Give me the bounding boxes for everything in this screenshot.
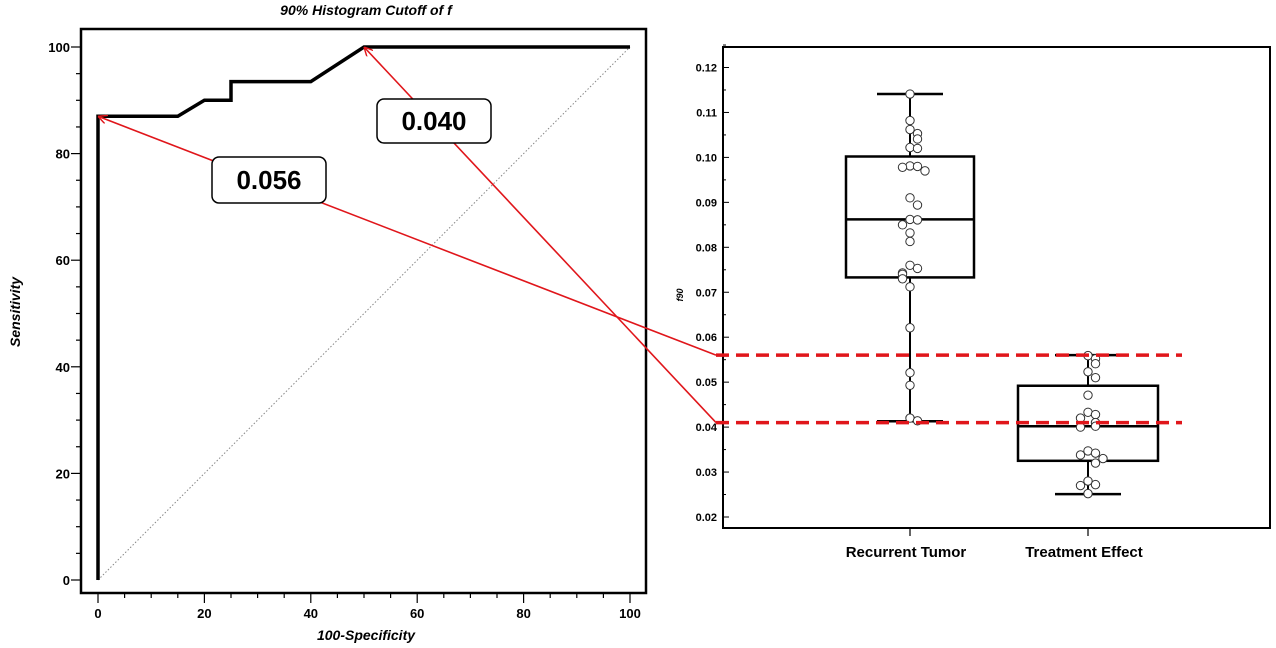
data-point [1090, 359, 1101, 369]
cutoff-lines [716, 353, 1182, 425]
data-point [905, 236, 915, 247]
data-point [912, 215, 923, 225]
data-point [1083, 390, 1093, 400]
callout-label: 0.040 [401, 106, 466, 136]
box-y-tick-label: 0.12 [696, 63, 717, 75]
connector-arrow [98, 116, 717, 356]
data-point [920, 166, 930, 176]
box-y-axis: 0.02 0.03 0.04 0.05 0.06 0.07 0.08 0.09 0.10 0.11… [696, 44, 729, 524]
box-chart: 0.02 0.03 0.04 0.05 0.06 0.07 0.08 0.09 0.10 0.11… [675, 44, 1271, 561]
box-y-tick-label: 0.10 [696, 152, 717, 164]
roc-y-axis: 0 20 40 60 80 100 [48, 40, 81, 588]
data-point [905, 282, 915, 292]
data-point [897, 274, 908, 284]
data-point [897, 220, 908, 230]
box-y-tick-label: 0.04 [696, 422, 718, 434]
box-y-tick-label: 0.07 [696, 287, 717, 299]
roc-title: 90% Histogram Cutoff of f [280, 2, 453, 18]
data-point [1098, 453, 1108, 464]
data-point [905, 368, 915, 378]
roc-y-axis-label: Sensitivity [7, 276, 23, 347]
roc-x-axis-label: 100-Specificity [317, 627, 416, 643]
data-point [1090, 479, 1101, 490]
callout-label: 0.056 [236, 165, 301, 195]
box-y-tick-label: 0.08 [696, 242, 717, 254]
roc-y-tick-label: 20 [56, 466, 70, 481]
roc-y-tick-label: 60 [56, 253, 70, 268]
data-point [1090, 448, 1101, 458]
roc-y-tick-label: 40 [56, 360, 70, 375]
box-group [844, 89, 976, 426]
roc-reference-diagonal [97, 46, 631, 581]
box-y-tick-label: 0.09 [696, 197, 717, 209]
box-groups [844, 89, 1160, 499]
roc-y-tick-label: 80 [56, 147, 70, 162]
box-y-tick-label: 0.02 [696, 512, 717, 524]
data-point [905, 124, 915, 135]
callout-box [211, 156, 327, 204]
data-point [905, 115, 915, 126]
data-point [905, 323, 915, 333]
roc-x-tick-label: 60 [410, 606, 424, 621]
data-point [1083, 367, 1093, 377]
box-group [1016, 350, 1160, 499]
data-point [897, 162, 908, 172]
roc-x-tick-label: 80 [516, 606, 530, 621]
roc-plot-frame [79, 27, 648, 595]
box-y-tick-label: 0.05 [696, 377, 717, 389]
callout-box [376, 98, 492, 144]
data-point [1090, 458, 1101, 468]
callout-0056: 0.056 [211, 156, 327, 204]
box-y-tick-label: 0.11 [696, 107, 717, 119]
box-x-axis: Recurrent Tumor Treatment Effect [846, 528, 1143, 561]
roc-curve [96, 45, 630, 580]
data-point [912, 143, 923, 154]
roc-y-tick-label: 0 [63, 573, 70, 588]
category-label: Recurrent Tumor [846, 544, 967, 561]
data-point [1083, 488, 1093, 499]
data-point [1075, 480, 1086, 491]
roc-x-tick-label: 20 [197, 606, 211, 621]
data-point [905, 228, 915, 238]
roc-x-tick-label: 40 [304, 606, 318, 621]
category-label: Treatment Effect [1025, 544, 1143, 561]
box-y-axis-label: f90 [675, 288, 685, 301]
data-point [1090, 409, 1101, 420]
data-point [1090, 372, 1101, 383]
data-point [912, 161, 923, 172]
box-plot-frame [722, 46, 1271, 529]
data-point [905, 380, 915, 390]
roc-x-tick-label: 0 [94, 606, 101, 621]
box-y-tick-label: 0.03 [696, 467, 717, 479]
roc-y-tick-label: 100 [48, 40, 70, 55]
data-point [912, 200, 923, 210]
data-point [912, 263, 923, 274]
data-point [912, 134, 923, 144]
data-point [905, 193, 915, 203]
data-point [1083, 476, 1093, 486]
roc-x-tick-label: 100 [619, 606, 641, 621]
roc-x-axis: 0 20 40 60 80 100 [94, 593, 641, 621]
data-point [1075, 450, 1086, 460]
callout-0040: 0.040 [376, 98, 492, 144]
box-y-tick-label: 0.06 [696, 332, 717, 344]
data-point [905, 89, 915, 99]
roc-chart: 90% Histogram Cutoff of f 0 20 40 60 80 100 0… [7, 2, 648, 643]
